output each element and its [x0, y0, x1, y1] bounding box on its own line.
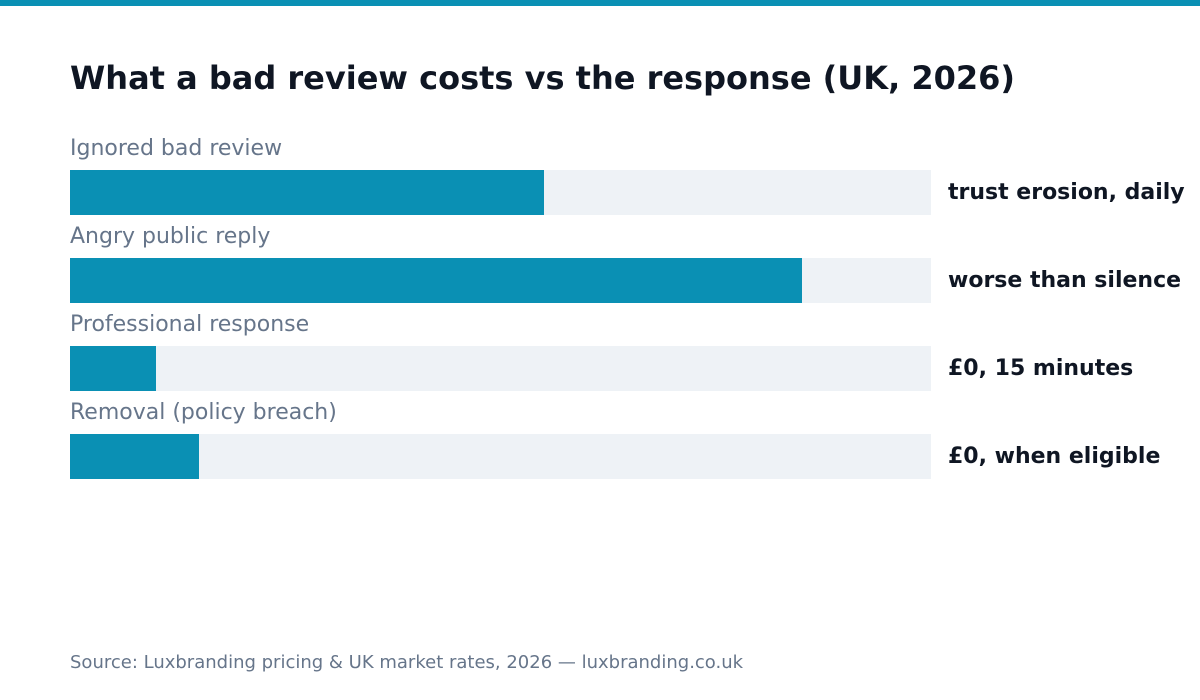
top-accent-rule	[0, 0, 1200, 6]
bar-track	[70, 434, 931, 479]
value-label: worse than silence	[948, 268, 1182, 293]
bar-row: Professional response £0, 15 minutes	[70, 310, 1190, 398]
bar	[70, 170, 544, 215]
bar	[70, 346, 157, 391]
bar	[70, 258, 802, 303]
value-label: trust erosion, daily	[948, 180, 1185, 205]
category-label: Professional response	[70, 312, 310, 337]
bar	[70, 434, 200, 479]
category-label: Removal (policy breach)	[70, 400, 337, 425]
source-note: Source: Luxbranding pricing & UK market …	[70, 652, 744, 673]
bar-track	[70, 170, 931, 215]
chart-title: What a bad review costs vs the response …	[70, 59, 1016, 97]
category-label: Angry public reply	[70, 224, 271, 249]
bar-track	[70, 346, 931, 391]
bar-row: Ignored bad review trust erosion, daily	[70, 134, 1190, 222]
category-label: Ignored bad review	[70, 136, 283, 161]
bar-track	[70, 258, 931, 303]
bar-row: Angry public reply worse than silence	[70, 222, 1190, 310]
bar-row: Removal (policy breach) £0, when eligibl…	[70, 398, 1190, 486]
value-label: £0, when eligible	[948, 444, 1161, 469]
bar-chart: Ignored bad review trust erosion, daily …	[70, 134, 1190, 486]
value-label: £0, 15 minutes	[948, 356, 1134, 381]
